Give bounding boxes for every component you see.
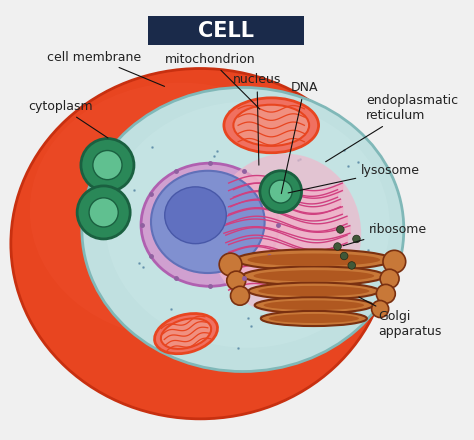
Ellipse shape (269, 314, 359, 323)
Text: mitochondrion: mitochondrion (164, 52, 260, 109)
Text: cytoplasm: cytoplasm (28, 100, 108, 138)
Text: DNA: DNA (281, 81, 318, 194)
Ellipse shape (210, 154, 361, 315)
Ellipse shape (224, 98, 319, 153)
Circle shape (340, 252, 348, 260)
Circle shape (348, 262, 356, 269)
Text: nucleus: nucleus (233, 73, 281, 165)
Ellipse shape (258, 286, 369, 296)
Ellipse shape (255, 297, 373, 313)
Ellipse shape (261, 311, 367, 326)
Ellipse shape (106, 102, 390, 348)
Circle shape (81, 139, 134, 191)
Ellipse shape (264, 301, 364, 310)
Text: ribosome: ribosome (343, 223, 427, 246)
Circle shape (219, 253, 242, 276)
Circle shape (227, 271, 246, 290)
Circle shape (77, 186, 130, 239)
Text: cell membrane: cell membrane (47, 51, 164, 86)
Text: endoplasmatic
reticulum: endoplasmatic reticulum (326, 94, 458, 162)
Ellipse shape (233, 105, 309, 146)
Ellipse shape (254, 270, 374, 282)
Ellipse shape (30, 83, 333, 338)
Ellipse shape (11, 69, 390, 419)
Ellipse shape (82, 88, 404, 371)
Circle shape (93, 150, 122, 180)
Circle shape (383, 250, 406, 273)
Text: CELL: CELL (198, 21, 254, 40)
Circle shape (372, 301, 389, 318)
Ellipse shape (247, 253, 380, 266)
Ellipse shape (248, 282, 379, 300)
Circle shape (376, 284, 395, 303)
Ellipse shape (165, 187, 226, 244)
Ellipse shape (151, 171, 264, 273)
Text: lysosome: lysosome (288, 164, 420, 193)
Ellipse shape (155, 314, 218, 354)
Circle shape (260, 171, 301, 213)
Circle shape (380, 269, 399, 288)
Circle shape (334, 243, 341, 250)
Circle shape (269, 180, 292, 203)
Text: Golgi
apparatus: Golgi apparatus (359, 297, 442, 338)
Ellipse shape (236, 249, 392, 270)
FancyBboxPatch shape (148, 16, 304, 45)
Circle shape (89, 198, 118, 227)
Circle shape (230, 286, 249, 305)
Circle shape (353, 235, 360, 243)
Ellipse shape (161, 319, 211, 349)
Ellipse shape (141, 163, 278, 286)
Circle shape (337, 226, 344, 233)
Ellipse shape (243, 266, 385, 285)
